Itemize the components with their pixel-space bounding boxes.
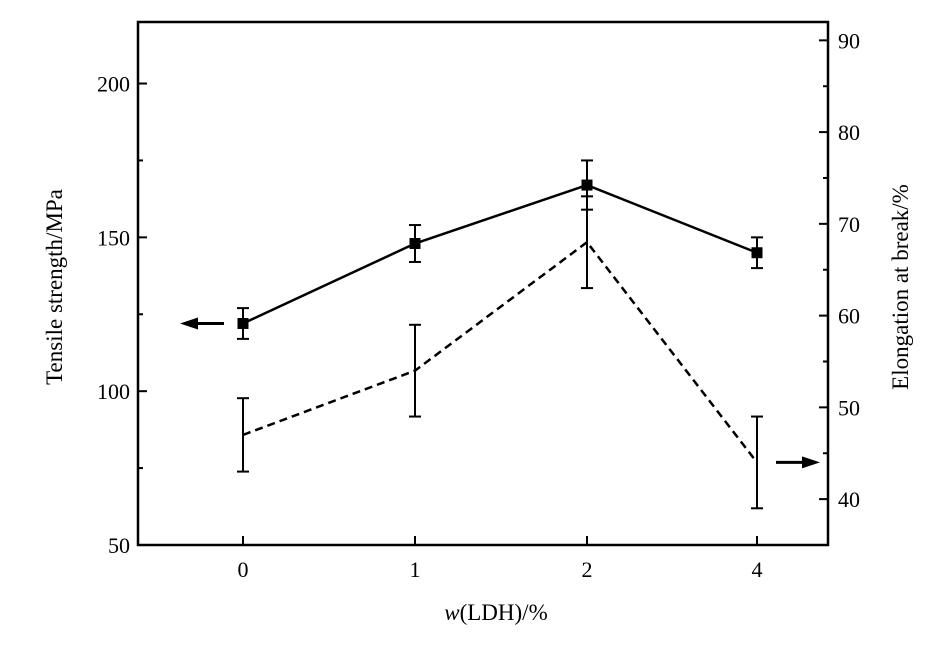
y-tick-label: 50 (108, 533, 130, 558)
series-2 (237, 195, 763, 510)
x-axis-title: w(LDH)/% (444, 600, 547, 625)
series-2-line (242, 240, 758, 464)
axis-arrows (180, 317, 820, 469)
y2-axis-title: Elongation at break/% (888, 184, 913, 390)
series-1-line (242, 183, 758, 325)
series-layer (237, 159, 763, 510)
y2-tick-label: 90 (838, 28, 860, 53)
x-tick-label: 1 (410, 557, 421, 582)
plot-frame (136, 20, 830, 547)
data-point (409, 238, 421, 250)
arrow-left-head (180, 317, 198, 330)
arrow-right-head (802, 456, 820, 469)
y2-tick-label: 50 (838, 395, 860, 420)
y2-tick-label: 80 (838, 120, 860, 145)
y-tick-label: 100 (97, 379, 130, 404)
data-point (751, 247, 763, 259)
y2-tick-label: 60 (838, 304, 860, 329)
y2-tick-label: 40 (838, 487, 860, 512)
x-tick-label: 2 (582, 557, 593, 582)
data-point (237, 317, 249, 329)
y-tick-label: 150 (97, 225, 130, 250)
series-1 (237, 159, 763, 340)
x-tick-label: 0 (238, 557, 249, 582)
tick-labels: 50 100 150 200 40 50 60 70 80 90 0 1 2 4 (97, 28, 860, 582)
x-tick-label: 4 (752, 557, 763, 582)
y-axis-title: Tensile strength/MPa (42, 189, 67, 385)
x-axis-title-unit: (LDH)/% (460, 600, 548, 625)
data-point (581, 179, 593, 191)
x-axis-title-variable: w (444, 600, 460, 625)
y2-tick-label: 70 (838, 212, 860, 237)
y-tick-label: 200 (97, 72, 130, 97)
axis-ticks (138, 39, 828, 546)
